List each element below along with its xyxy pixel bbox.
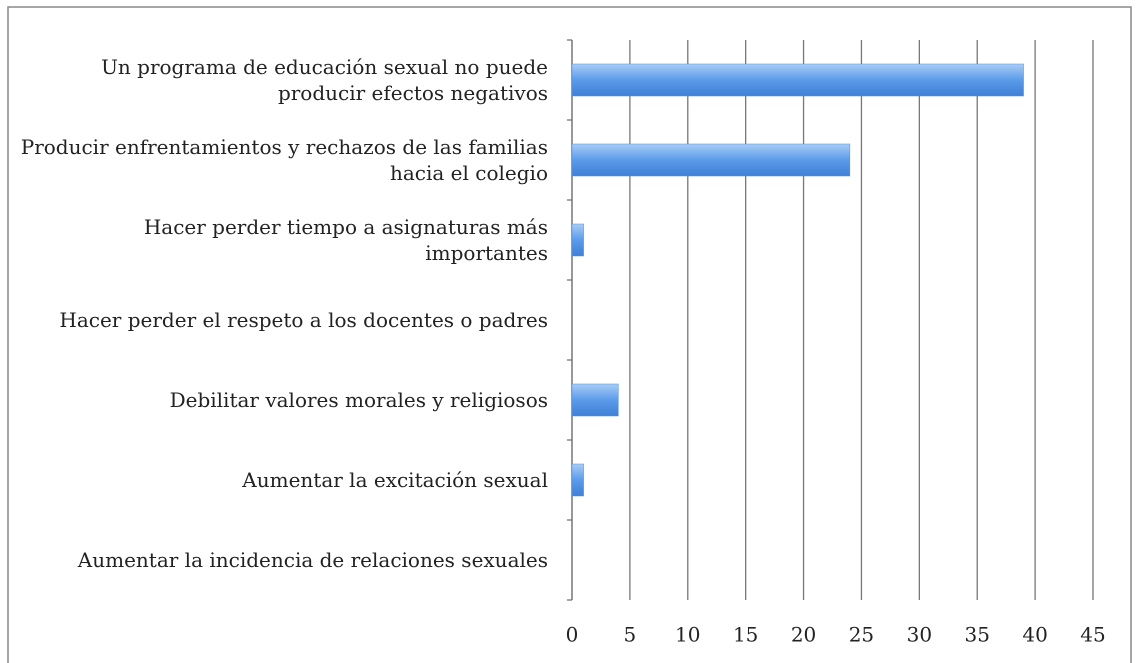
y-tick-label: Debilitar valores morales y religiosos (169, 388, 548, 412)
x-tick-label: 10 (675, 623, 700, 647)
y-tick-label: Un programa de educación sexual no puede… (101, 55, 548, 105)
x-tick-label: 0 (566, 623, 579, 647)
x-tick-label: 45 (1080, 623, 1105, 647)
x-tick-label: 5 (624, 623, 637, 647)
y-tick-label: Aumentar la incidencia de relaciones sex… (77, 548, 548, 572)
y-tick-label: Hacer perder el respeto a los docentes o… (59, 308, 548, 332)
bar (571, 223, 584, 257)
x-tick-label: 20 (791, 623, 816, 647)
bar (571, 63, 1024, 97)
bar (571, 463, 584, 497)
x-tick-label: 25 (849, 623, 874, 647)
frame (7, 6, 1132, 663)
y-tick-label: Aumentar la excitación sexual (242, 468, 548, 492)
y-tick-label: Hacer perder tiempo a asignaturas más im… (143, 215, 548, 265)
bar (571, 143, 851, 177)
y-tick-label: Producir enfrentamientos y rechazos de l… (20, 135, 548, 185)
bar (571, 383, 619, 417)
x-tick-label: 30 (907, 623, 932, 647)
x-tick-label: 15 (733, 623, 758, 647)
x-tick-label: 35 (964, 623, 989, 647)
x-tick-label: 40 (1022, 623, 1047, 647)
